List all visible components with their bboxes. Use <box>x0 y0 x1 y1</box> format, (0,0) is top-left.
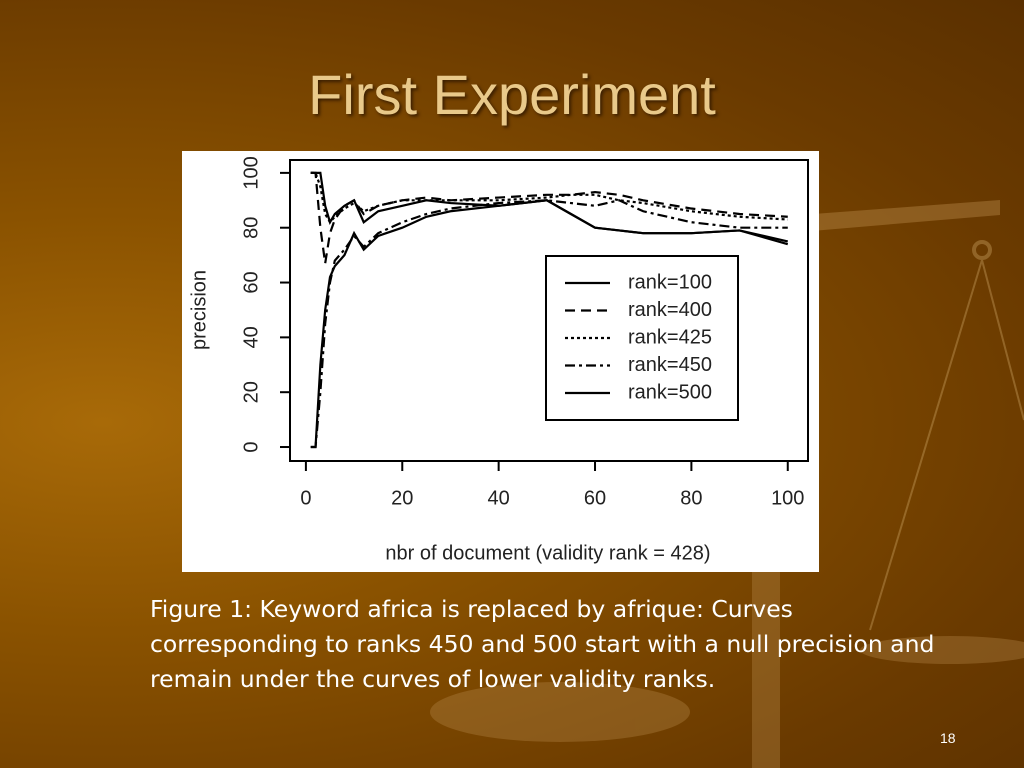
x-axis-label: nbr of document (validity rank = 428) <box>385 542 710 564</box>
legend-label: rank=400 <box>628 299 712 321</box>
y-tick-label: 0 <box>240 441 262 452</box>
page-number: 18 <box>940 730 956 746</box>
y-tick-label: 40 <box>240 326 262 348</box>
x-tick-label: 20 <box>391 487 413 509</box>
scale-decoration <box>430 200 1024 768</box>
series-line <box>310 199 788 449</box>
series-line <box>310 171 788 225</box>
y-tick-label: 60 <box>240 271 262 293</box>
legend-label: rank=450 <box>628 354 712 376</box>
y-axis-label: precision <box>188 270 210 350</box>
y-tick-label: 80 <box>240 217 262 239</box>
y-tick-label: 20 <box>240 381 262 403</box>
slide-title: First Experiment <box>308 63 716 126</box>
x-tick-label: 100 <box>771 487 804 509</box>
series-line <box>310 199 789 449</box>
x-tick-label: 80 <box>680 487 702 509</box>
x-tick-label: 60 <box>584 487 606 509</box>
x-tick-label: 0 <box>300 487 311 509</box>
figure-caption: Figure 1: Keyword africa is replaced by … <box>150 595 935 693</box>
legend-label: rank=425 <box>628 326 712 348</box>
legend-label: rank=100 <box>628 271 712 293</box>
legend-label: rank=500 <box>628 381 712 403</box>
y-tick-label: 100 <box>240 156 262 189</box>
x-tick-label: 40 <box>488 487 510 509</box>
series-line <box>310 171 788 264</box>
